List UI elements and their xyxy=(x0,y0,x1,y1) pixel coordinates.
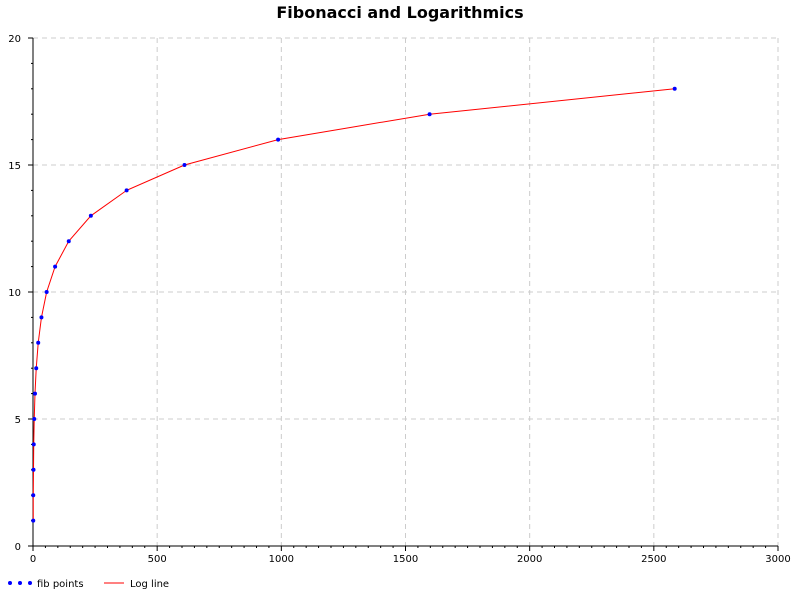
fib-point xyxy=(31,493,36,498)
fib-point xyxy=(124,188,129,193)
x-tick-label: 1500 xyxy=(393,554,418,565)
fib-point xyxy=(182,163,187,167)
x-tick-label: 500 xyxy=(148,554,167,565)
fib-point xyxy=(672,86,677,91)
fib-point xyxy=(66,239,71,244)
y-tick-label: 5 xyxy=(15,415,21,426)
fib-point xyxy=(53,264,58,269)
fib-point xyxy=(34,366,39,371)
fib-point xyxy=(31,467,36,472)
x-tick-label: 2000 xyxy=(517,554,542,565)
legend: fib points Log line xyxy=(8,579,169,590)
y-tick-label: 15 xyxy=(8,161,21,172)
x-tick-label: 1000 xyxy=(269,554,294,565)
legend-label-log-line: Log line xyxy=(130,579,169,590)
grid-lines xyxy=(33,37,779,546)
fib-point xyxy=(31,518,36,523)
x-tick-label: 3000 xyxy=(765,554,790,565)
fib-point xyxy=(31,442,36,447)
fib-point xyxy=(39,315,44,320)
fib-point xyxy=(88,213,93,218)
fib-point xyxy=(32,391,37,396)
legend-marker-fib-points xyxy=(28,581,32,585)
fib-point xyxy=(36,340,41,345)
legend-marker-fib-points xyxy=(18,581,22,585)
legend-label-fib-points: fib points xyxy=(37,579,84,590)
log-line-series xyxy=(32,88,675,521)
tick-labels: 0 500 1000 1500 2000 2500 3000 0 5 10 15 20 xyxy=(8,34,790,565)
legend-marker-fib-points xyxy=(8,581,12,585)
y-tick-label: 10 xyxy=(8,288,21,299)
x-tick-label: 0 xyxy=(30,554,36,565)
fib-point xyxy=(276,137,281,142)
y-tick-label: 20 xyxy=(8,34,21,45)
axes xyxy=(28,37,779,551)
fib-point xyxy=(427,112,432,117)
series-layer xyxy=(31,86,677,523)
chart-title: Fibonacci and Logarithmics xyxy=(276,3,523,22)
x-tick-label: 2500 xyxy=(641,554,666,565)
y-tick-label: 0 xyxy=(15,542,21,553)
fib-point xyxy=(32,417,37,421)
fib-point xyxy=(44,290,49,294)
